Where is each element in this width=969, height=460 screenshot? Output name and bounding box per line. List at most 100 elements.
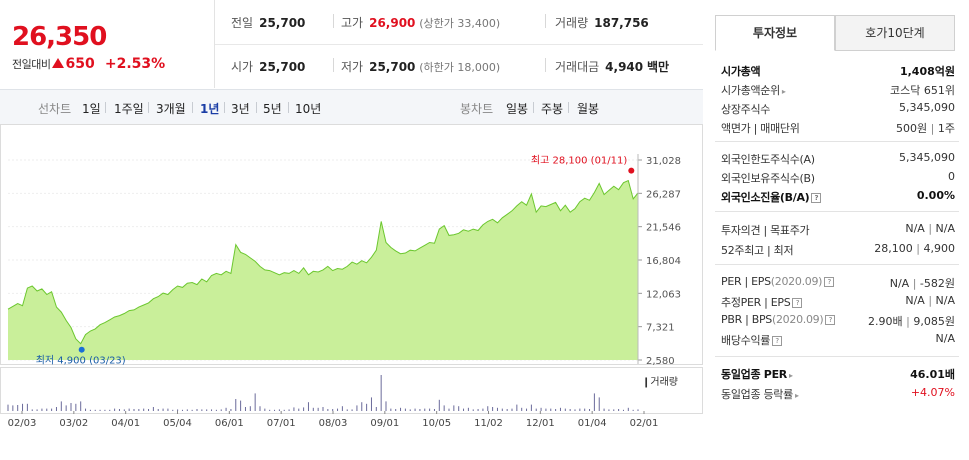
est-per-row: 추정PER | EPS? N/A | N/A [715,292,955,310]
market-cap-row: 시가총액 1,408억원 [715,61,955,79]
tab-investment-info[interactable]: 투자정보 [715,15,835,51]
par-label: 액면가 | 매매단위 [721,122,800,135]
foreign-limit-value: 5,345,090 [899,151,955,164]
sector-per-row: 동일업종 PER ▸ 46.01배 [715,364,955,382]
high-label: 고가 [341,16,364,30]
candle-monthly-button[interactable]: 월봉 [577,102,600,116]
per-row: PER | EPS(2020.09)? N/A | -582원 [715,273,955,291]
help-icon: ? [792,298,803,308]
foreign-hold-label: 외국인보유주식수(B) [721,172,815,185]
foreign-limit-row: 외국인한도주식수(A) 5,345,090 [715,149,955,167]
week52-label: 52주최고 | 최저 [721,244,794,257]
x-axis-label: 12/01 [526,418,555,429]
shares-value: 5,345,090 [899,101,955,114]
open-label: 시가 [231,60,254,74]
week52-row: 52주최고 | 최저 28,100 | 4,900 [715,240,955,258]
arrow-right-icon: ▸ [794,391,799,400]
pbr-label: PBR | BPS(2020.09)? [721,313,836,326]
dividend-label: 배당수익률? [721,332,783,348]
volume-label: ❙거래량 [642,376,678,388]
range-1d-button[interactable]: 1일 [82,102,101,116]
prev-close-label: 전일 [231,16,254,30]
par-row: 액면가 | 매매단위 500원 | 1주 [715,118,955,136]
price-change-row: 전일대비 650 +2.53% [12,56,165,72]
est-per-label: 추정PER | EPS? [721,294,803,310]
price-axis-label: 26,287 [646,189,681,200]
week52-value: 28,100 | 4,900 [874,242,955,255]
candle-chart-label: 봉차트 [460,102,494,116]
candle-daily-button[interactable]: 일봉 [506,102,529,116]
x-axis-label: 02/03 [8,418,37,429]
foreign-hold-row: 외국인보유주식수(B) 0 [715,168,955,186]
arrow-right-icon: ▸ [781,87,786,96]
opinion-value: N/A | N/A [905,222,955,235]
range-10y-button[interactable]: 10년 [295,102,322,116]
range-3m-button[interactable]: 3개월 [156,102,186,116]
price-axis-label: 16,804 [646,256,681,267]
quote-row-2: 시가 25,700 저가 25,700 (하한가 18,000) 거래대금 4,940… [215,44,703,88]
price-summary: 26,350 전일대비 650 +2.53% [0,0,215,88]
quote-row-1: 전일 25,700 고가 26,900 (상한가 33,400) 거래량 187,75… [215,0,703,45]
low-value: 25,700 [369,60,416,74]
market-rank-value: 코스닥 651위 [890,84,955,97]
x-axis-label: 10/05 [422,418,451,429]
volume-value: 187,756 [594,16,649,30]
tab-orderbook[interactable]: 호가10단계 [835,15,955,51]
price-chart-svg: 31,028 26,287 21,546 16,804 12,063 7,321 2,580… [0,124,703,429]
low-marker [78,346,85,353]
price-axis-label: 2,580 [646,356,675,367]
market-rank-row: 시가총액순위 ▸ 코스닥 651위 [715,80,955,98]
price-line [7,179,639,345]
dividend-value: N/A [935,332,955,345]
x-axis-label: 07/01 [267,418,296,429]
chart-toolbar: 선차트 1일 1주일 3개월 1년 3년 5년 10년 봉차트 일봉 주봉 월봉 [0,89,703,125]
amount-label: 거래대금 [555,60,600,74]
help-icon: ? [772,336,783,346]
candle-weekly-button[interactable]: 주봉 [541,102,564,116]
dividend-row: 배당수익률? N/A [715,330,955,348]
price-axis-label: 31,028 [646,156,681,167]
pbr-row: PBR | BPS(2020.09)? 2.90배 | 9,085원 [715,311,955,329]
x-axis-label: 06/01 [215,418,244,429]
x-axis-label: 03/02 [59,418,88,429]
market-rank-label: 시가총액순위 ▸ [721,84,786,97]
x-axis-label: 08/03 [319,418,348,429]
sector-change-value: +4.07% [910,386,955,399]
foreign-ratio-row: 외국인소진율(B/A)? 0.00% [715,187,955,205]
range-3y-button[interactable]: 3년 [231,102,250,116]
investment-info-panel: 투자정보 호가10단계 시가총액 1,408억원 시가총액순위 ▸ 코스닥 651위 … [711,15,963,457]
sector-change-label: 동일업종 등락률 ▸ [721,388,799,401]
amount-unit: 백만 [646,60,670,74]
x-axis-label: 11/02 [474,418,503,429]
market-cap-label: 시가총액 [721,65,761,78]
sector-per-value: 46.01배 [910,368,955,381]
high-annotation: 최고 28,100 (01/11) [531,155,627,167]
current-price: 26,350 [12,22,107,52]
price-axis-label: 7,321 [646,323,675,334]
x-axis-label: 02/01 [630,418,659,429]
shares-label: 상장주식수 [721,103,771,116]
x-axis-label: 01/04 [578,418,607,429]
high-value: 26,900 [369,16,416,30]
help-icon: ? [825,315,836,325]
range-5y-button[interactable]: 5년 [263,102,282,116]
upper-limit: (상한가 33,400) [419,17,501,30]
est-per-value: N/A | N/A [905,294,955,307]
volume-plot-frame [0,367,703,414]
price-axis-label: 12,063 [646,289,681,300]
sector-change-row: 동일업종 등락률 ▸ +4.07% [715,384,955,402]
par-value: 500원 | 1주 [896,122,955,135]
range-1w-button[interactable]: 1주일 [114,102,144,116]
help-icon: ? [824,277,835,287]
pbr-value: 2.90배 | 9,085원 [868,315,955,328]
prev-close-value: 25,700 [259,16,306,30]
range-1y-button[interactable]: 1년 [200,102,220,116]
price-chart: 31,028 26,287 21,546 16,804 12,063 7,321 2,580… [0,124,703,457]
opinion-row: 투자의견 | 목표주가 N/A | N/A [715,220,955,238]
line-chart-label: 선차트 [38,102,72,116]
amount-value: 4,940 [605,60,644,74]
low-label: 저가 [341,60,364,74]
x-axis-label: 05/04 [163,418,192,429]
change-percent: +2.53% [104,56,166,72]
market-cap-value: 1,408억원 [899,65,955,78]
